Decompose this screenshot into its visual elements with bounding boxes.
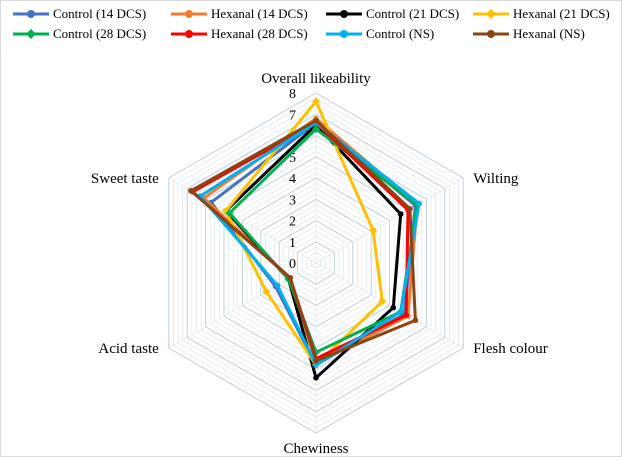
legend-swatch: [170, 27, 208, 41]
legend-swatch: [472, 7, 510, 21]
legend-item-hexanal-14: Hexanal (14 DCS): [170, 5, 308, 23]
data-point: [188, 188, 194, 194]
legend-marker-icon: [13, 10, 49, 18]
radial-tick-label: 4: [289, 172, 296, 187]
data-point: [397, 309, 404, 315]
grid-spoke: [315, 177, 464, 264]
legend-swatch: [325, 27, 363, 41]
data-point: [313, 362, 319, 368]
legend-label: Hexanal (14 DCS): [211, 6, 308, 21]
radial-tick-label: 5: [289, 151, 296, 166]
legend-label: Control (14 DCS): [53, 6, 147, 21]
data-point: [274, 282, 281, 289]
data-point: [287, 275, 294, 281]
data-point: [312, 125, 320, 134]
axis-label: Flesh colour: [473, 341, 548, 357]
series-group: [188, 117, 419, 364]
legend-marker-icon: [171, 30, 207, 38]
legend-swatch: [12, 27, 50, 41]
data-point: [407, 206, 413, 212]
data-point: [313, 358, 319, 364]
legend-label: Hexanal (21 DCS): [513, 6, 610, 21]
legend-label: Control (28 DCS): [53, 26, 147, 41]
radial-tick-label: 1: [289, 236, 296, 251]
legend-marker-icon: [326, 30, 362, 38]
data-point: [416, 200, 422, 207]
radar-series: [188, 97, 422, 381]
data-point: [369, 226, 378, 235]
axis-label: Wilting: [473, 171, 519, 187]
data-point: [313, 375, 319, 381]
legend-marker-icon: [473, 30, 509, 38]
legend-marker-icon: [171, 10, 207, 18]
series-group: [197, 120, 422, 368]
data-point: [378, 297, 387, 306]
legend-item-control-ns: Control (NS): [325, 25, 434, 43]
data-point: [397, 211, 404, 217]
legend-marker-icon: [326, 10, 362, 18]
legend-swatch: [325, 7, 363, 21]
legend-label: Hexanal (NS): [513, 26, 585, 41]
radial-tick-label: 3: [289, 193, 296, 208]
legend-label: Control (NS): [366, 26, 435, 41]
legend-marker-icon: [13, 29, 49, 39]
radial-tick-label: 7: [289, 108, 296, 123]
radial-tick-label: 2: [289, 215, 296, 230]
legend-item-hexanal-28: Hexanal (28 DCS): [170, 25, 308, 43]
legend-label: Hexanal (28 DCS): [211, 26, 308, 41]
axis-label: Acid taste: [98, 341, 159, 357]
legend-swatch: [170, 7, 208, 21]
legend-swatch: [12, 7, 50, 21]
series-group: [200, 115, 421, 366]
legend-marker-icon: [473, 9, 509, 19]
data-point: [262, 287, 271, 296]
legend-item-hexanal-21: Hexanal (21 DCS): [472, 5, 610, 23]
chart-legend: Control (14 DCS) Hexanal (14 DCS) Contro…: [0, 0, 622, 46]
legend-swatch: [472, 27, 510, 41]
legend-item-hexanal-ns: Hexanal (NS): [472, 25, 585, 43]
legend-item-control-14: Control (14 DCS): [12, 5, 146, 23]
legend-label: Control (21 DCS): [366, 6, 460, 21]
data-point: [412, 317, 419, 324]
radar-grid: [168, 92, 464, 434]
data-point: [225, 209, 234, 218]
data-point: [390, 304, 397, 311]
data-point: [312, 97, 320, 106]
radial-tick-label: 8: [289, 87, 296, 102]
axis-label: Overall likeability: [261, 71, 371, 87]
grid-spoke: [315, 262, 464, 349]
axis-label: Sweet taste: [91, 171, 159, 187]
data-point: [403, 312, 410, 318]
axis-label: Chewiness: [284, 441, 349, 457]
axis-labels: Overall likeability Wilting Flesh colour Ch…: [91, 71, 548, 457]
data-point: [313, 117, 319, 124]
radial-tick-label: 0: [289, 257, 296, 272]
legend-item-control-28: Control (28 DCS): [12, 25, 146, 43]
legend-item-control-21: Control (21 DCS): [325, 5, 459, 23]
